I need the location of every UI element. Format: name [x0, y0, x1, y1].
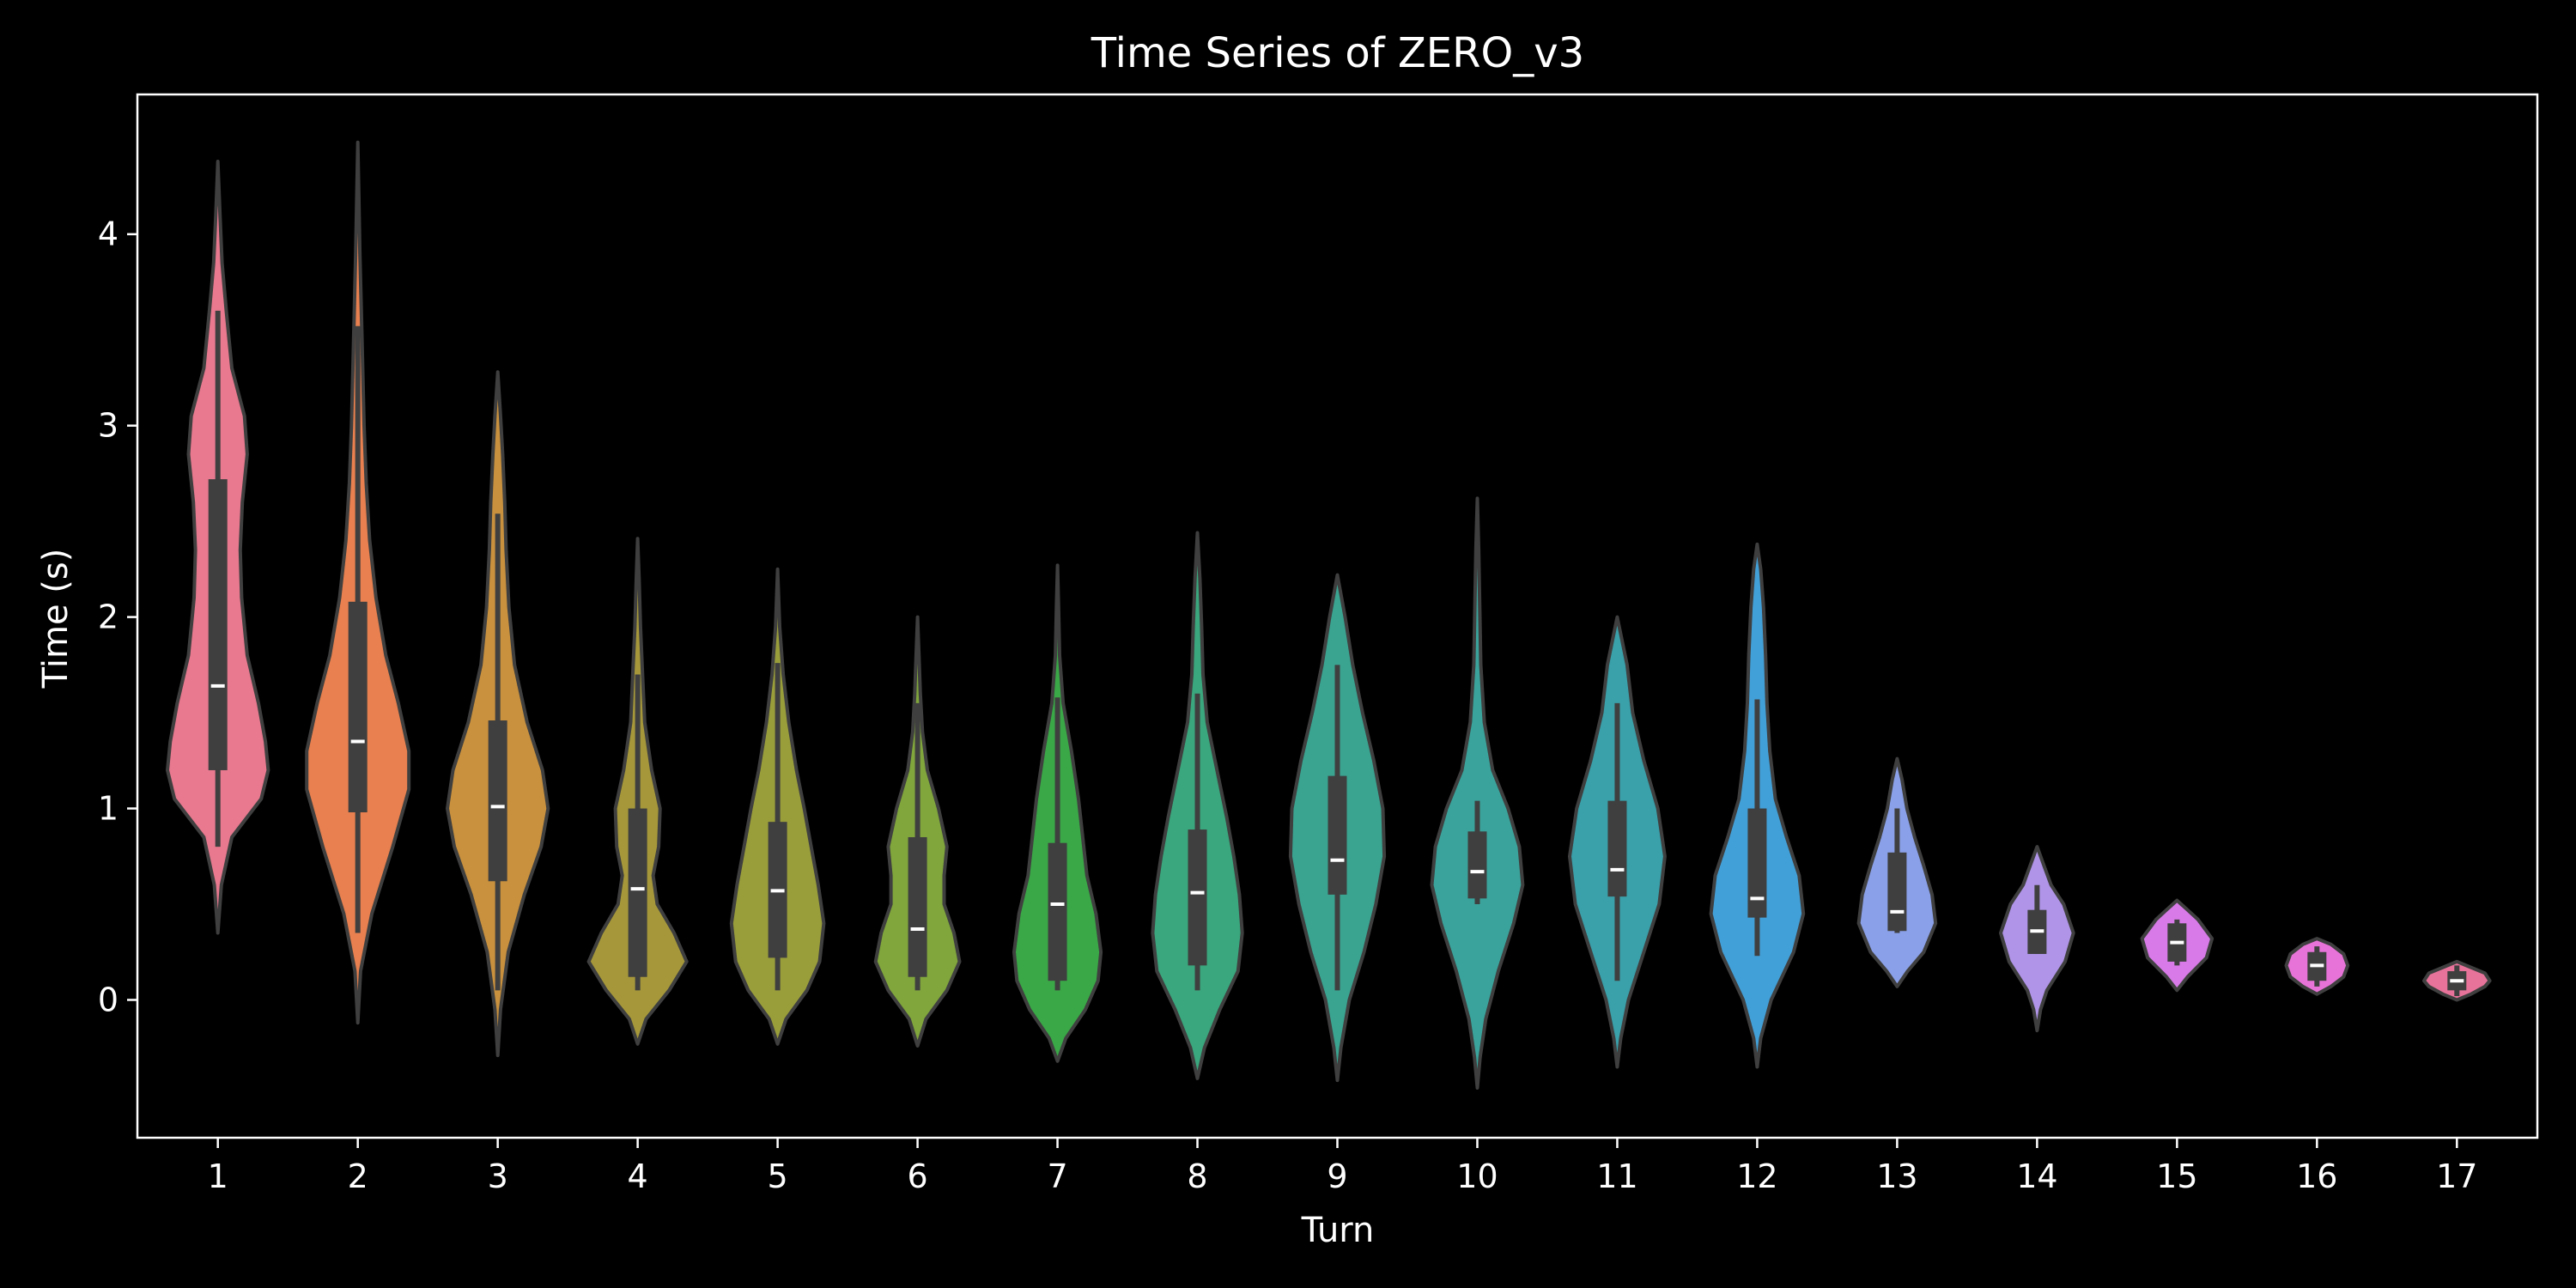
x-axis-ticks: 1 2 3 4 5 6 7 8 9 10 11 12 13 14 15 16 17	[208, 1138, 2477, 1195]
violin-1	[166, 160, 270, 935]
x-tick-label: 17	[2436, 1157, 2477, 1195]
violin-2	[305, 140, 411, 1025]
violin-iqr-box	[1327, 775, 1347, 895]
y-tick-label: 2	[98, 598, 118, 636]
violin-5	[729, 567, 826, 1046]
violin-14	[1999, 845, 2075, 1033]
violin-8	[1151, 531, 1244, 1080]
x-tick-label: 15	[2156, 1157, 2197, 1195]
x-tick-label: 3	[488, 1157, 508, 1195]
violin-iqr-box	[1467, 831, 1487, 899]
violin-iqr-box	[1887, 852, 1907, 932]
x-tick-label: 9	[1327, 1157, 1347, 1195]
violins-group	[166, 140, 2492, 1090]
violin-13	[1856, 756, 1938, 988]
violin-iqr-box	[908, 836, 927, 977]
violin-iqr-box	[488, 720, 507, 882]
violin-9	[1288, 573, 1387, 1083]
y-axis-ticks: 0 1 2 3 4	[98, 216, 137, 1018]
x-tick-label: 16	[2296, 1157, 2337, 1195]
violin-body	[1430, 496, 1525, 1090]
x-tick-label: 12	[1736, 1157, 1777, 1195]
x-tick-label: 8	[1187, 1157, 1207, 1195]
violin-iqr-box	[1607, 800, 1627, 897]
x-axis-label: Turn	[1301, 1211, 1375, 1250]
x-tick-label: 4	[628, 1157, 648, 1195]
plot-frame	[136, 93, 2539, 1139]
violin-iqr-box	[628, 808, 647, 977]
y-tick-label: 1	[98, 790, 118, 828]
x-tick-label: 10	[1456, 1157, 1498, 1195]
violin-iqr-box	[1048, 842, 1067, 981]
x-tick-label: 14	[2016, 1157, 2057, 1195]
violin-15	[2140, 898, 2215, 993]
x-tick-label: 13	[1876, 1157, 1917, 1195]
violin-17	[2422, 959, 2492, 1002]
violin-4	[586, 537, 689, 1046]
x-tick-label: 2	[348, 1157, 368, 1195]
x-tick-label: 7	[1047, 1157, 1067, 1195]
violin-iqr-box	[1188, 829, 1207, 966]
violin-7	[1012, 563, 1103, 1063]
y-tick-label: 3	[98, 407, 118, 445]
violin-iqr-box	[1747, 808, 1767, 918]
x-tick-label: 11	[1596, 1157, 1637, 1195]
violin-3	[446, 370, 550, 1058]
violin-12	[1709, 542, 1806, 1069]
y-tick-label: 4	[98, 216, 118, 253]
violin-16	[2284, 937, 2350, 996]
x-tick-label: 6	[907, 1157, 927, 1195]
violin-11	[1568, 615, 1667, 1069]
y-tick-label: 0	[98, 981, 118, 1018]
violin-10	[1430, 496, 1525, 1090]
x-tick-label: 1	[208, 1157, 228, 1195]
violin-iqr-box	[208, 479, 228, 770]
x-tick-label: 5	[768, 1157, 788, 1195]
violin-iqr-box	[348, 601, 368, 813]
y-axis-label: Time (s)	[36, 549, 76, 690]
chart-title: Time Series of ZERO_v3	[1091, 29, 1584, 77]
violin-6	[873, 615, 962, 1048]
